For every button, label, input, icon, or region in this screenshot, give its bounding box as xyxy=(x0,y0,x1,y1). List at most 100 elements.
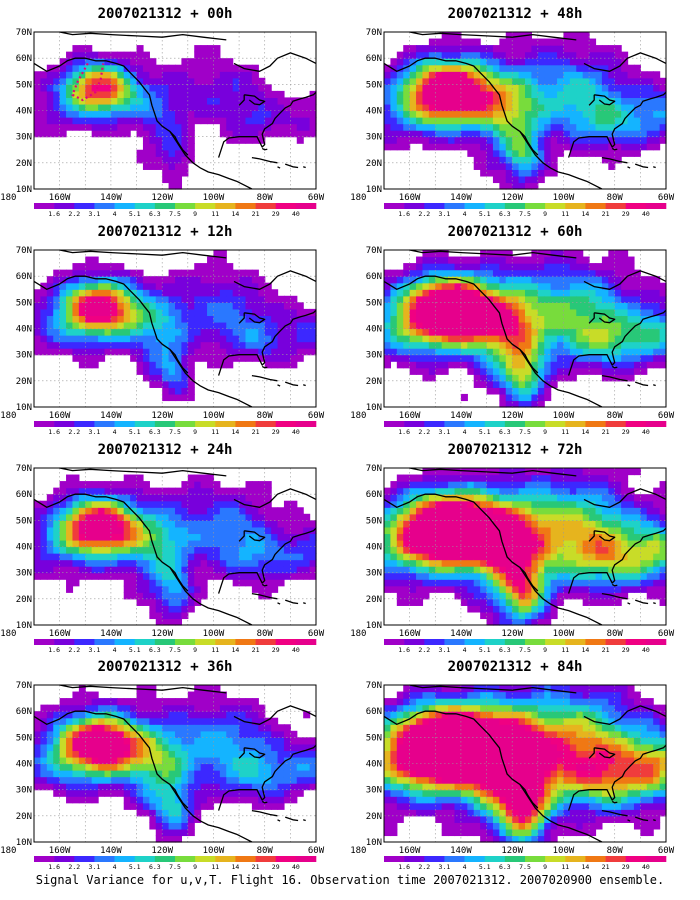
field-cell xyxy=(264,361,272,369)
colorbar-label: 1.6 xyxy=(398,210,410,218)
field-cell xyxy=(601,149,609,157)
field-cell xyxy=(653,539,661,548)
field-cell xyxy=(512,513,520,521)
field-cell xyxy=(460,539,468,548)
field-cell xyxy=(187,143,195,151)
field-cell xyxy=(614,302,622,310)
field-cell xyxy=(422,354,430,362)
field-cell xyxy=(403,263,411,271)
field-cell xyxy=(117,487,125,495)
field-cell xyxy=(486,84,494,92)
field-cell xyxy=(155,605,163,613)
field-cell xyxy=(640,282,648,290)
field-cell xyxy=(175,513,183,521)
field-cell xyxy=(123,743,131,752)
field-cell xyxy=(653,136,661,144)
field-cell xyxy=(563,585,571,593)
field-cell xyxy=(390,143,398,151)
field-cell xyxy=(181,315,189,323)
field-cell xyxy=(518,256,526,264)
field-cell xyxy=(162,572,170,580)
field-cell xyxy=(207,328,215,336)
field-cell xyxy=(505,520,513,528)
field-cell xyxy=(181,302,189,310)
field-cell xyxy=(245,328,253,336)
field-cell xyxy=(646,500,654,508)
field-cell xyxy=(251,526,259,535)
field-cell xyxy=(544,592,552,600)
field-cell xyxy=(576,335,584,343)
field-cell xyxy=(175,361,183,369)
field-cell xyxy=(213,361,221,369)
field-cell xyxy=(640,110,648,118)
field-cell xyxy=(85,559,93,567)
field-cell xyxy=(499,51,507,59)
field-cell xyxy=(544,84,552,92)
field-cell xyxy=(85,45,93,53)
field-cell xyxy=(303,103,311,112)
field-cell xyxy=(226,263,234,271)
field-cell xyxy=(582,585,590,593)
field-cell xyxy=(175,282,183,290)
field-cell xyxy=(505,387,513,395)
field-cell xyxy=(219,295,227,303)
colorbar-swatch xyxy=(54,639,75,645)
field-cell xyxy=(149,354,157,362)
field-cell xyxy=(441,348,449,356)
field-cell xyxy=(396,335,404,343)
field-cell xyxy=(384,585,392,593)
field-cell xyxy=(518,400,526,408)
field-cell xyxy=(589,592,597,600)
field-cell xyxy=(162,598,170,606)
field-cell xyxy=(72,341,80,349)
field-cell xyxy=(251,559,259,567)
field-cell xyxy=(390,566,398,574)
field-cell xyxy=(162,367,170,375)
field-cell xyxy=(245,520,253,528)
field-cell xyxy=(595,533,603,541)
field-cell xyxy=(531,335,539,343)
field-cell xyxy=(194,354,202,362)
field-cell xyxy=(633,559,641,567)
field-cell xyxy=(422,110,430,118)
field-cell xyxy=(66,71,74,79)
field-cell xyxy=(435,276,443,284)
field-cell xyxy=(621,367,629,375)
field-cell xyxy=(149,494,157,502)
field-cell xyxy=(175,136,183,144)
field-cell xyxy=(219,553,227,561)
field-cell xyxy=(396,276,404,284)
field-cell xyxy=(550,321,558,330)
field-cell xyxy=(621,295,629,303)
field-cell xyxy=(435,354,443,362)
field-cell xyxy=(537,387,545,395)
field-cell xyxy=(627,103,635,112)
colorbar-swatch xyxy=(94,203,115,209)
field-cell xyxy=(460,559,468,567)
colorbar-swatch xyxy=(464,203,486,209)
field-cell xyxy=(499,598,507,606)
field-cell xyxy=(659,136,667,144)
field-cell xyxy=(467,289,475,297)
field-cell xyxy=(303,566,311,574)
field-cell xyxy=(168,328,176,336)
field-cell xyxy=(531,380,539,388)
field-cell xyxy=(409,45,417,53)
field-cell xyxy=(213,335,221,343)
field-cell xyxy=(525,308,533,317)
field-cell xyxy=(537,90,545,99)
field-cell xyxy=(251,289,259,297)
field-cell xyxy=(505,71,513,79)
field-cell xyxy=(396,572,404,580)
field-cell xyxy=(563,513,571,521)
field-cell xyxy=(53,724,61,732)
field-cell xyxy=(499,605,507,613)
field-cell xyxy=(303,117,311,125)
colorbar-label: 29 xyxy=(272,646,280,654)
field-cell xyxy=(245,130,253,138)
field-cell xyxy=(207,117,215,125)
field-cell xyxy=(512,117,520,125)
lon-tick-label: 180 xyxy=(0,411,16,421)
field-cell xyxy=(194,553,202,561)
field-cell xyxy=(505,559,513,567)
